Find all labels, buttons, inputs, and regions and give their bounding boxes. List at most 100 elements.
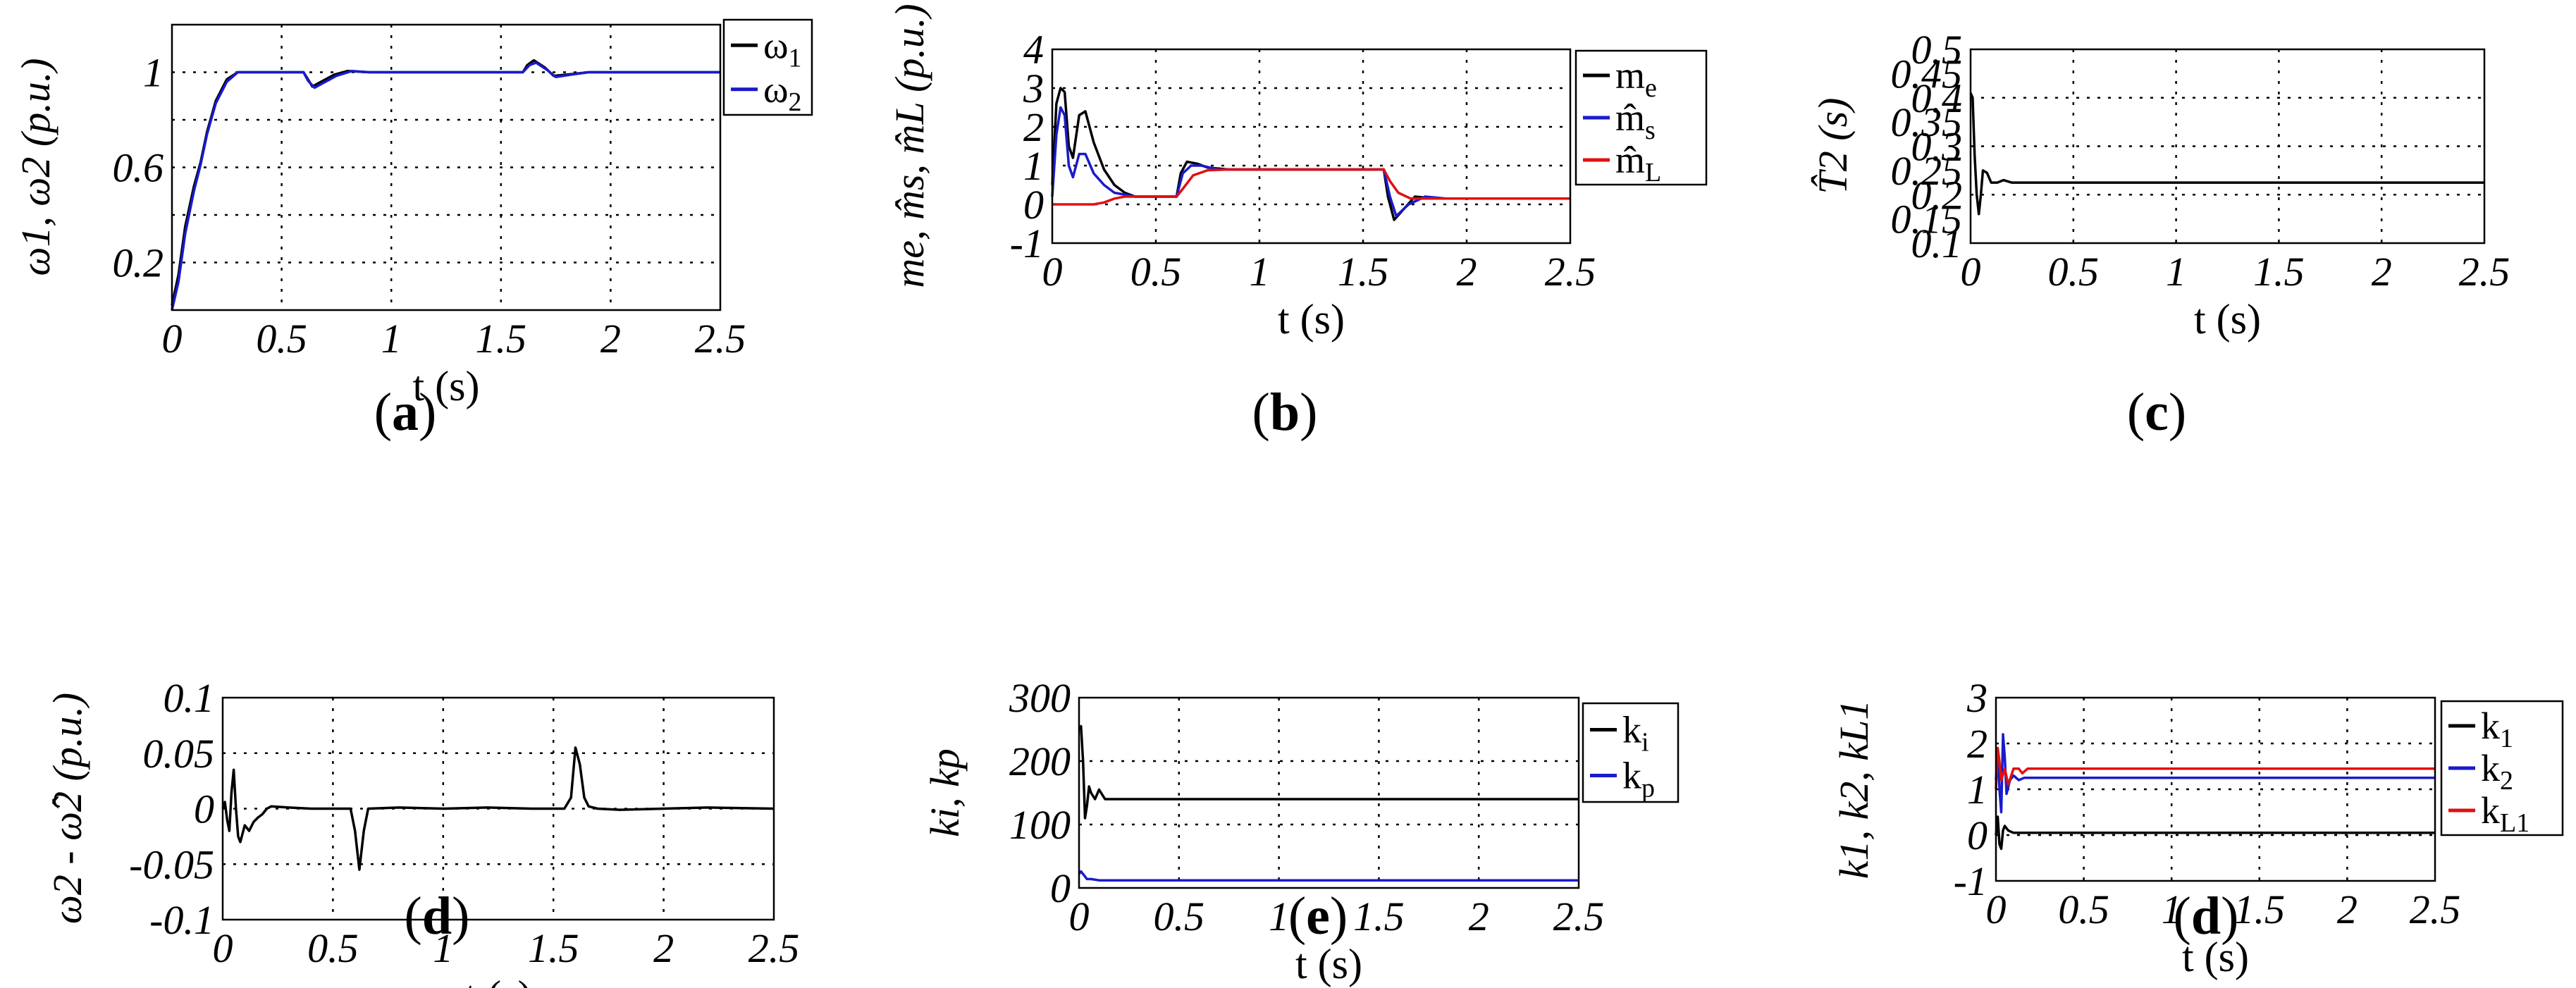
legend-box <box>722 18 813 116</box>
y-tick-label: 3 <box>1023 66 1044 111</box>
legend-label-base: m <box>1615 54 1645 97</box>
x-axis-label: t (s) <box>2182 934 2249 980</box>
x-tick-label: 0.5 <box>256 316 307 362</box>
legend-label-base: k <box>1622 755 1641 797</box>
y-tick-label: 0 <box>1023 182 1044 228</box>
x-tick-label: 2 <box>1469 894 1489 939</box>
series-line-a-1 <box>171 58 720 306</box>
x-tick-label: 2.5 <box>2459 249 2510 295</box>
legend-label-sub: L1 <box>2500 808 2529 838</box>
plot-frame <box>1995 696 2436 882</box>
legend-label: ki <box>1622 709 1649 758</box>
panel-caption: (d) <box>405 887 470 946</box>
y-tick-label: 0 <box>194 786 214 832</box>
series-line-d2-3 <box>1995 746 2435 790</box>
plot-frame <box>1051 48 1572 245</box>
x-tick-label: 0.5 <box>2058 887 2109 932</box>
y-tick-label: 0.35 <box>1891 99 1963 145</box>
y-tick-label: 0.1 <box>164 675 215 721</box>
legend-label-base: ω <box>763 24 789 66</box>
legend-label-base: ω <box>763 68 789 111</box>
x-axis-label: t (s) <box>413 363 480 409</box>
legend-box <box>1582 702 1680 803</box>
y-tick-label: 3 <box>1966 675 1988 721</box>
y-axis-label: k1, k2, kL1 <box>1831 700 1877 879</box>
series-line-d2-2 <box>1995 733 2435 814</box>
legend-label-base: k <box>1622 709 1641 751</box>
x-axis-label: t (s) <box>465 972 532 988</box>
x-axis-label: t (s) <box>1295 941 1362 987</box>
legend: mem̂sm̂L <box>1574 49 1708 187</box>
panel-caption: (c) <box>2127 383 2186 442</box>
x-tick-label: 1.5 <box>2253 249 2305 295</box>
y-tick-label: 2 <box>1023 104 1044 150</box>
panel-caption: (e) <box>1288 887 1348 946</box>
legend-label-sub: 1 <box>2500 724 2513 753</box>
x-tick-label: 2 <box>600 316 621 362</box>
x-tick-label: 2 <box>653 925 674 971</box>
legend-label-sub: 1 <box>789 43 802 73</box>
x-tick-label: 1 <box>2166 249 2186 295</box>
y-tick-label: 0.2 <box>113 240 164 286</box>
legend-label: m̂L <box>1615 139 1661 187</box>
x-tick-label: 2.5 <box>2410 887 2461 932</box>
series-line-b-1 <box>1051 87 1570 221</box>
x-tick-label: 1 <box>2162 887 2182 932</box>
x-tick-label: 2.5 <box>1553 894 1605 939</box>
y-axis-label: me, m̂s, m̂L (p.u.) <box>887 4 932 288</box>
x-tick-label: 0 <box>162 316 183 362</box>
legend-label-sub: e <box>1645 73 1657 103</box>
x-tick-label: 0.5 <box>1130 249 1182 295</box>
plot-frame <box>221 696 775 921</box>
y-tick-label: 2 <box>1967 721 1988 767</box>
legend-label: ω2 <box>763 68 802 117</box>
series-line-e-2 <box>1078 870 1579 882</box>
y-tick-label: 0.2 <box>1911 172 1963 218</box>
y-tick-label: 100 <box>1009 802 1071 848</box>
y-tick-label: 0.05 <box>143 731 215 777</box>
legend-label: ω1 <box>763 24 802 73</box>
x-tick-label: 1.5 <box>528 925 579 971</box>
panel-caption-letter: c <box>2145 383 2169 442</box>
y-tick-label: -1 <box>1954 858 1988 904</box>
x-tick-label: 1.5 <box>1353 894 1405 939</box>
panel-caption-letter: d <box>2191 887 2221 946</box>
x-tick-label: 1 <box>1250 249 1270 295</box>
series-line-d1-1 <box>221 746 775 871</box>
y-tick-label: 1 <box>1023 143 1044 189</box>
legend-label-base: m̂ <box>1615 97 1645 139</box>
legend-label: kp <box>1622 755 1655 803</box>
y-tick-label: 1 <box>143 50 164 96</box>
series-line-e-1 <box>1078 724 1579 820</box>
y-tick-label: 0 <box>1050 865 1071 911</box>
y-tick-label: 0.1 <box>1911 221 1963 266</box>
y-tick-label: 0 <box>1967 813 1988 858</box>
plot-frame <box>1969 48 2486 245</box>
x-tick-label: 2.5 <box>1545 249 1596 295</box>
y-tick-label: 4 <box>1023 27 1044 73</box>
series-line-b-3 <box>1052 168 1570 206</box>
y-tick-label: -0.1 <box>149 897 214 943</box>
panel-caption: (d) <box>2174 887 2239 946</box>
plot-frame <box>1078 696 1580 889</box>
x-tick-label: 0 <box>1069 894 1090 939</box>
y-tick-label: -0.05 <box>129 841 214 887</box>
x-tick-label: 0.5 <box>307 925 359 971</box>
legend-label-sub: p <box>1641 774 1655 803</box>
legend-label-base: k <box>2481 705 2500 747</box>
panel-caption-letter: e <box>1306 887 1330 946</box>
x-tick-label: 2 <box>2337 887 2358 932</box>
legend-label-sub: 2 <box>2500 766 2513 796</box>
y-tick-label: 0.5 <box>1911 27 1963 73</box>
x-axis-label: t (s) <box>1278 296 1345 342</box>
x-tick-label: 0 <box>213 925 233 971</box>
y-axis-label: ω1, ω2 (p.u.) <box>13 58 58 276</box>
y-tick-label: 300 <box>1009 675 1071 721</box>
y-tick-label: 0.25 <box>1891 148 1963 194</box>
series-line-c-1 <box>1969 92 2484 216</box>
y-tick-label: 0.45 <box>1891 51 1963 97</box>
x-tick-label: 0.5 <box>1154 894 1205 939</box>
panel-caption-letter: a <box>392 383 419 442</box>
